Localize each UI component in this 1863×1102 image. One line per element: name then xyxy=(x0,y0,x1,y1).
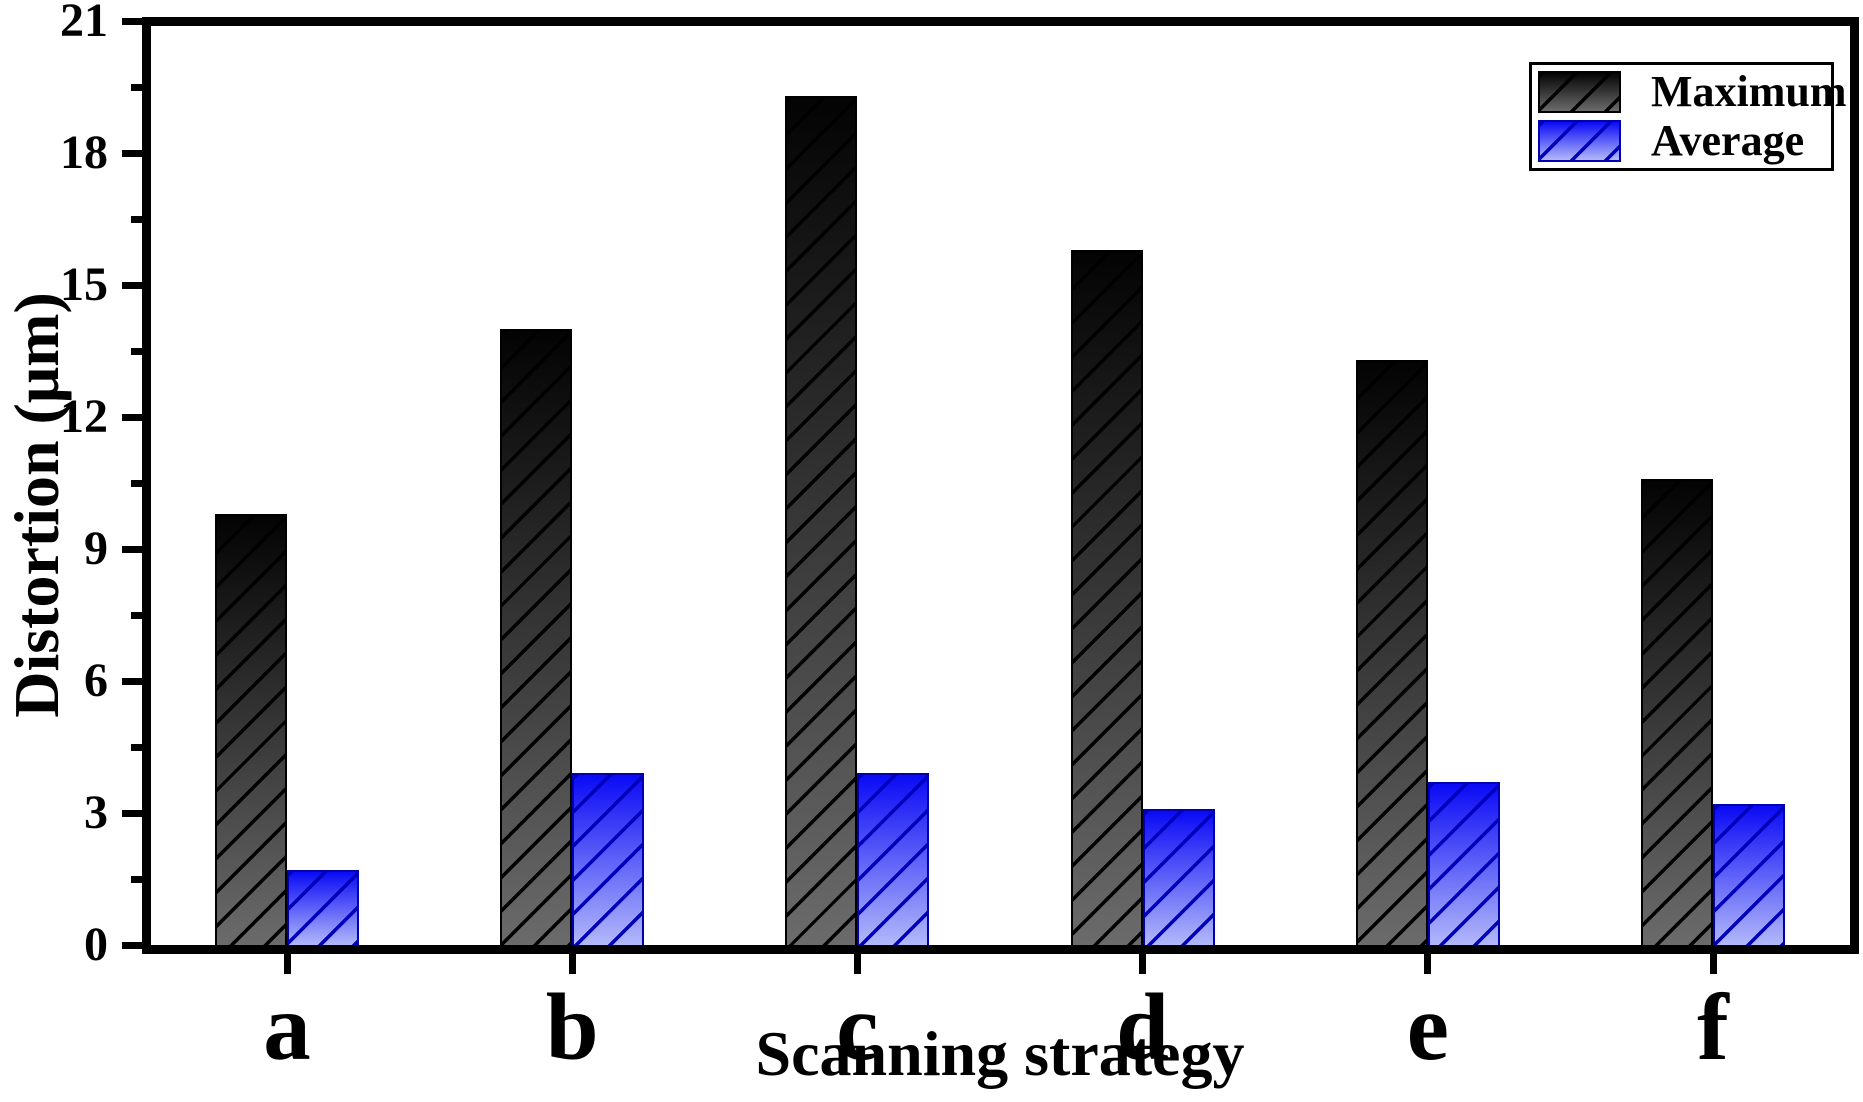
y-major-tick xyxy=(122,941,142,949)
y-minor-tick xyxy=(131,875,142,883)
x-tick xyxy=(568,954,576,974)
x-axis-title: Scanning strategy xyxy=(755,1018,1245,1089)
x-tick xyxy=(1424,954,1432,974)
y-tick-label: 21 xyxy=(60,0,108,47)
bars-layer xyxy=(151,26,1850,945)
y-minor-tick xyxy=(131,215,142,223)
plot-area: Maximum Average xyxy=(142,17,1859,954)
legend: Maximum Average xyxy=(1529,62,1847,171)
bar-maximum-d xyxy=(1070,249,1143,945)
y-minor-tick xyxy=(131,83,142,91)
y-tick-label: 3 xyxy=(84,786,108,839)
x-tick xyxy=(1139,954,1147,974)
y-tick-label: 6 xyxy=(84,654,108,707)
y-major-tick xyxy=(122,281,142,289)
legend-item-average: Average xyxy=(1538,115,1825,165)
y-major-tick xyxy=(122,413,142,421)
legend-label-maximum: Maximum xyxy=(1651,67,1847,117)
x-tick-label-d: d xyxy=(1116,974,1170,1080)
bar-maximum-e xyxy=(1355,359,1428,945)
maximum-swatch-icon xyxy=(1538,71,1621,114)
legend-item-maximum: Maximum xyxy=(1538,69,1847,115)
bar-average-b xyxy=(572,773,645,945)
y-major-tick xyxy=(122,545,142,553)
x-tick-label-c: c xyxy=(836,974,879,1080)
bar-average-d xyxy=(1142,808,1215,945)
x-tick-label-b: b xyxy=(545,974,599,1080)
bar-average-e xyxy=(1427,782,1500,945)
y-major-tick xyxy=(122,149,142,157)
x-tick xyxy=(283,954,291,974)
bar-maximum-f xyxy=(1641,478,1713,945)
bar-maximum-b xyxy=(500,329,573,945)
y-tick-label: 9 xyxy=(84,522,108,575)
y-major-tick xyxy=(122,677,142,685)
y-tick-label: 15 xyxy=(60,258,108,311)
y-minor-tick xyxy=(131,743,142,751)
bar-average-c xyxy=(857,773,930,945)
y-major-tick xyxy=(122,17,142,25)
bar-average-a xyxy=(287,870,359,945)
y-minor-tick xyxy=(131,347,142,355)
y-tick-label: 12 xyxy=(60,390,108,443)
y-minor-tick xyxy=(131,479,142,487)
bar-average-f xyxy=(1713,804,1785,945)
legend-label-average: Average xyxy=(1651,115,1805,165)
average-swatch-icon xyxy=(1538,119,1621,162)
y-minor-tick xyxy=(131,611,142,619)
x-tick-label-e: e xyxy=(1406,974,1449,1080)
bar-maximum-a xyxy=(215,513,287,945)
y-major-tick xyxy=(122,809,142,817)
y-tick-label: 0 xyxy=(84,918,108,971)
x-tick-label-f: f xyxy=(1697,974,1729,1080)
x-tick xyxy=(1709,954,1717,974)
x-tick-label-a: a xyxy=(263,974,311,1080)
y-tick-label: 18 xyxy=(60,126,108,179)
x-tick xyxy=(853,954,861,974)
bar-maximum-c xyxy=(785,95,858,945)
